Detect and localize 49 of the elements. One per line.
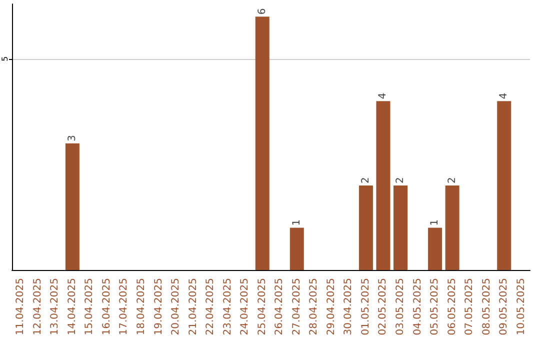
- data-label: 1: [430, 219, 441, 226]
- x-tick-label: 27.04.2025: [291, 278, 302, 336]
- bar: [376, 101, 390, 270]
- bar: [428, 228, 442, 270]
- x-tick-label: 01.05.2025: [360, 278, 372, 336]
- x-tick-label: 06.05.2025: [446, 278, 458, 336]
- x-tick-label: 09.05.2025: [498, 278, 510, 336]
- x-tick-label: 04.05.2025: [412, 278, 424, 336]
- x-tick-label: 24.04.2025: [240, 278, 251, 336]
- x-tick-label: 08.05.2025: [481, 278, 492, 336]
- x-tick-label: 20.04.2025: [170, 278, 182, 336]
- x-tick-label: 05.05.2025: [430, 278, 441, 336]
- x-tick-label: 19.04.2025: [153, 278, 164, 336]
- bar: [358, 186, 373, 270]
- data-label: 2: [360, 177, 372, 184]
- x-tick-label: 17.04.2025: [118, 278, 130, 336]
- bar: [290, 228, 304, 270]
- x-tick-label: 03.05.2025: [395, 278, 406, 336]
- x-tick-label: 02.05.2025: [378, 278, 389, 336]
- x-tick-label: 15.04.2025: [84, 278, 96, 336]
- x-tick-label: 21.04.2025: [188, 278, 199, 336]
- bar: [255, 16, 270, 270]
- bar: [65, 143, 80, 270]
- data-label: 6: [256, 8, 268, 15]
- x-tick-label: 11.04.2025: [15, 278, 26, 336]
- x-tick-label: 07.05.2025: [464, 278, 476, 336]
- bar: [394, 186, 408, 270]
- data-label: 3: [66, 134, 78, 142]
- data-label: 1: [291, 219, 302, 226]
- bar: [497, 101, 512, 270]
- x-tick-label: 14.04.2025: [66, 278, 78, 336]
- data-label: 2: [446, 177, 458, 184]
- x-tick-label: 16.04.2025: [101, 278, 112, 336]
- x-tick-label: 22.04.2025: [205, 278, 216, 336]
- data-label: 2: [395, 177, 406, 184]
- data-label: 4: [378, 92, 389, 100]
- x-tick-label: 28.04.2025: [308, 278, 320, 336]
- x-tick-label: 30.04.2025: [343, 278, 354, 336]
- data-label: 4: [498, 92, 510, 100]
- x-tick-label: 23.04.2025: [222, 278, 234, 336]
- bar: [445, 186, 460, 270]
- x-tick-label: 26.04.2025: [274, 278, 286, 336]
- x-tick-label: 25.04.2025: [256, 278, 268, 336]
- x-tick-label: 18.04.2025: [136, 278, 147, 336]
- x-tick-label: 12.04.2025: [32, 278, 44, 336]
- x-tick-label: 10.05.2025: [516, 278, 527, 336]
- y-tick-label: 5: [0, 56, 10, 62]
- x-tick-label: 13.04.2025: [50, 278, 61, 336]
- x-tick-label: 29.04.2025: [326, 278, 337, 336]
